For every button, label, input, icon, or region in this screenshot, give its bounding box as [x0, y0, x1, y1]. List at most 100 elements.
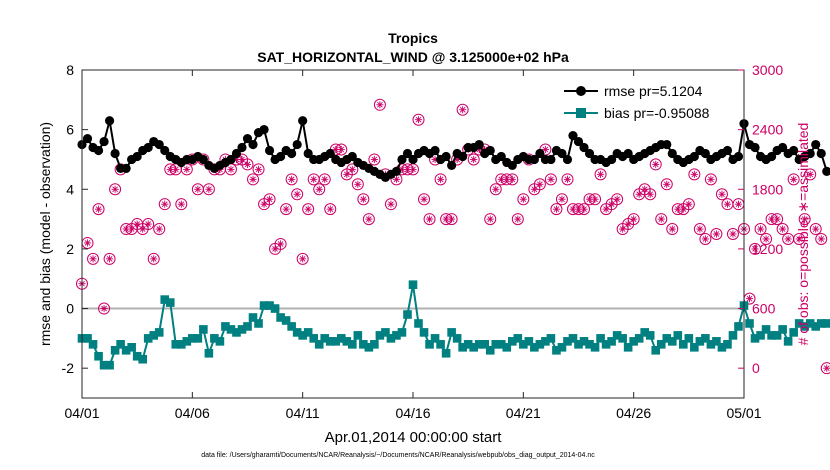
- obs-assimilated-star-stroke: [647, 191, 654, 198]
- obs-assimilated-star-stroke: [101, 305, 107, 312]
- obs-assimilated-star-stroke: [757, 226, 764, 232]
- obs-possible-circle: [710, 228, 723, 240]
- obs-assimilated-star-stroke: [183, 166, 190, 173]
- bias-point: [783, 337, 793, 346]
- obs-assimilated-star-stroke: [685, 201, 692, 208]
- obs-possible-circle: [92, 203, 105, 216]
- obs-assimilated-star-stroke: [426, 216, 433, 222]
- rmse-point: [805, 148, 815, 159]
- bias-point: [800, 322, 809, 331]
- obs-assimilated-star-stroke: [371, 156, 378, 163]
- obs-assimilated-star-stroke: [719, 191, 725, 198]
- right-y-tick-label: 600: [752, 301, 776, 317]
- obs-possible-circle: [109, 183, 122, 196]
- bias-point: [541, 337, 550, 346]
- bias-point: [237, 325, 247, 334]
- rmse-point: [722, 145, 733, 156]
- obs-possible-circle: [544, 173, 557, 186]
- bias-point: [359, 340, 368, 349]
- obs-possible-circle: [98, 302, 111, 315]
- bias-point: [734, 322, 743, 331]
- obs-point: [594, 168, 607, 181]
- obs-point: [142, 218, 155, 231]
- obs-possible-circle: [335, 143, 348, 156]
- bias-point: [94, 351, 103, 361]
- obs-possible-circle: [373, 98, 386, 111]
- bias-point: [513, 334, 523, 343]
- obs-point: [103, 252, 116, 265]
- bias-point: [88, 340, 98, 349]
- bias-point: [441, 348, 451, 358]
- obs-possible-circle: [660, 178, 673, 191]
- bias-point: [232, 328, 241, 337]
- obs-assimilated-star-stroke: [548, 176, 554, 183]
- left-y-axis-label: rmse and bias (model - observation): [37, 122, 53, 346]
- bias-point: [645, 331, 655, 340]
- rmse-point: [474, 139, 484, 150]
- rmse-point: [325, 148, 335, 159]
- rmse-point: [104, 116, 115, 126]
- bias-point: [419, 328, 429, 337]
- bias-point: [116, 340, 125, 349]
- rmse-point: [733, 151, 744, 162]
- bias-point: [546, 334, 556, 343]
- obs-possible-circle: [467, 153, 480, 166]
- rmse-point: [402, 148, 413, 159]
- bias-point: [281, 316, 291, 325]
- obs-assimilated-star-stroke: [614, 196, 620, 203]
- bias-point: [723, 340, 732, 349]
- obs-assimilated-star-stroke: [338, 146, 345, 153]
- obs-point: [820, 362, 830, 375]
- obs-assimilated-star-stroke: [90, 255, 96, 262]
- obs-point: [357, 193, 370, 206]
- obs-assimilated-star-stroke: [818, 236, 825, 242]
- bias-point: [805, 319, 815, 328]
- obs-point: [175, 198, 188, 211]
- obs-assimilated-star-stroke: [393, 176, 400, 183]
- rmse-point: [458, 151, 468, 162]
- obs-possible-circle: [252, 163, 265, 176]
- bias-point: [778, 325, 787, 334]
- rmse-point: [292, 139, 302, 150]
- obs-assimilated-star-stroke: [299, 255, 306, 262]
- bias-point: [612, 331, 622, 340]
- bias-point: [673, 331, 683, 340]
- obs-point: [291, 188, 304, 201]
- rmse-point: [143, 142, 153, 153]
- obs-possible-circle: [263, 193, 276, 206]
- obs-possible-circle: [87, 252, 100, 265]
- rmse-point: [816, 148, 826, 159]
- bias-point: [447, 328, 456, 337]
- obs-possible-circle: [147, 252, 160, 265]
- bias-point: [508, 337, 517, 346]
- obs-point: [87, 252, 100, 265]
- bias-point: [557, 343, 567, 352]
- bias-point: [463, 340, 473, 349]
- obs-point: [511, 213, 524, 226]
- obs-possible-circle: [771, 213, 784, 226]
- obs-possible-circle: [578, 203, 591, 216]
- obs-assimilated-star-stroke: [288, 176, 295, 183]
- obs-possible-circle: [302, 203, 315, 216]
- obs-point: [280, 203, 293, 216]
- obs-point: [384, 198, 397, 211]
- obs-point: [351, 178, 364, 191]
- bias-point: [403, 310, 412, 319]
- obs-possible-circle: [506, 173, 519, 186]
- x-tick-label: 05/01: [726, 405, 761, 421]
- obs-assimilated-star-stroke: [796, 236, 803, 242]
- obs-point: [776, 223, 789, 236]
- bias-point: [634, 334, 644, 343]
- bias-point: [177, 340, 186, 349]
- obs-assimilated-star-stroke: [487, 216, 494, 222]
- obs-possible-circle: [418, 193, 431, 206]
- left-y-tick-label: -2: [62, 360, 75, 376]
- obs-possible-circle: [589, 193, 602, 206]
- rmse-point: [568, 131, 578, 141]
- bias-point: [165, 298, 175, 307]
- obs-possible-circle: [324, 203, 337, 216]
- bias-point: [629, 337, 638, 346]
- legend-bias-label: bias pr=-0.95088: [604, 105, 710, 121]
- obs-assimilated-star-stroke: [156, 226, 163, 232]
